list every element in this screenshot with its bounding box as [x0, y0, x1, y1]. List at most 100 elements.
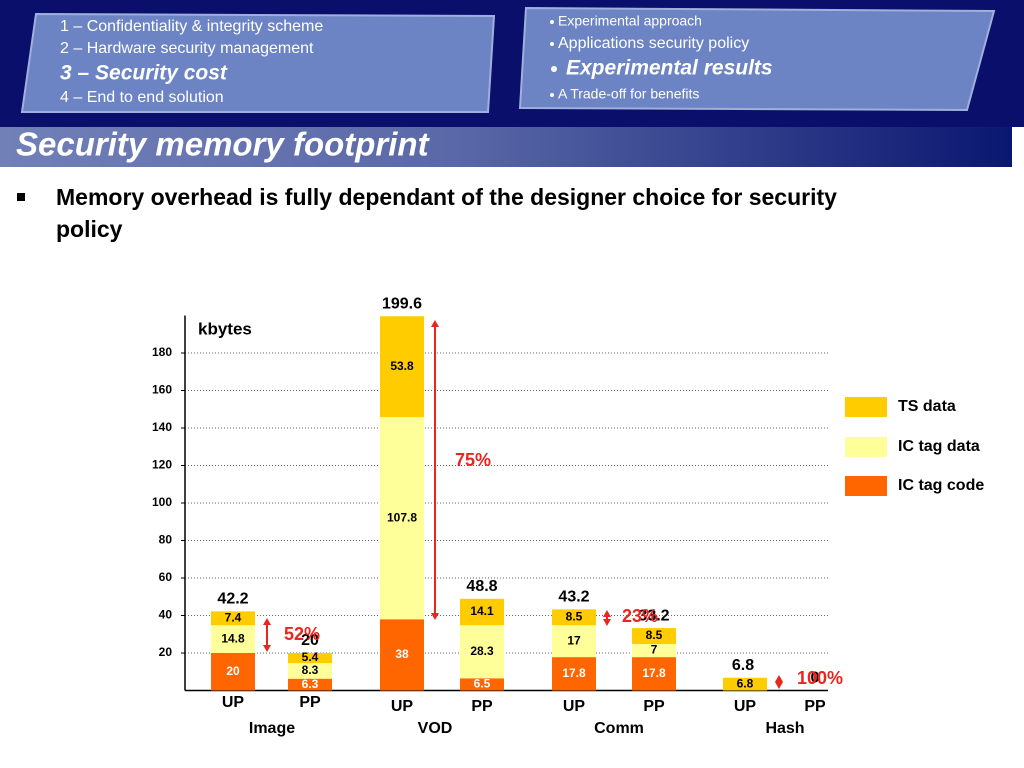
- bar-segment: [632, 644, 676, 658]
- y-tick-label: 180: [152, 345, 172, 359]
- bar-segment: [460, 625, 504, 679]
- slide-title: Security memory footprint: [16, 126, 431, 163]
- x-tick-label: PP: [299, 694, 321, 711]
- header-item: Experimental approach: [558, 13, 702, 29]
- data-label: 7: [651, 643, 658, 657]
- group-label: VOD: [418, 720, 453, 737]
- data-label: 28.3: [470, 644, 494, 658]
- y-tick-label: 80: [159, 533, 173, 547]
- data-label: 38: [395, 647, 409, 661]
- arrow-head: [431, 320, 439, 327]
- legend-label: IC tag code: [898, 477, 984, 494]
- y-tick-label: 140: [152, 420, 172, 434]
- bar-segment: [211, 653, 255, 691]
- bullet-dot: [551, 66, 557, 72]
- bar-segment: [552, 657, 596, 691]
- data-label: 6.3: [302, 677, 319, 691]
- total-label: 0: [811, 670, 820, 687]
- x-tick-label: UP: [391, 698, 414, 715]
- y-tick-label: 40: [159, 608, 173, 622]
- annotation: 52%: [284, 624, 320, 644]
- bar-segment: [632, 628, 676, 644]
- right-panel: [518, 6, 996, 112]
- group-label: Comm: [594, 720, 644, 737]
- bar-segment: [552, 609, 596, 626]
- total-label: 33.2: [638, 607, 669, 624]
- x-tick-label: UP: [563, 698, 586, 715]
- header-item: A Trade-off for benefits: [558, 86, 699, 102]
- total-label: 199.6: [382, 295, 422, 312]
- data-label: 20: [226, 664, 240, 678]
- header-item-active: 3 – Security cost: [60, 62, 228, 85]
- legend-swatch: [845, 397, 887, 417]
- group-label: Image: [249, 720, 295, 737]
- bar-segment: [723, 677, 767, 691]
- bar-segment: [288, 663, 332, 679]
- x-tick-label: PP: [471, 698, 493, 715]
- header-item: 4 – End to end solution: [60, 89, 224, 106]
- bar-segment: [632, 657, 676, 691]
- x-tick-label: PP: [804, 698, 826, 715]
- bullet-dot: [550, 20, 554, 24]
- data-label: 53.8: [390, 359, 414, 373]
- data-label: 8.5: [646, 628, 663, 642]
- y-tick-label: 20: [159, 645, 173, 659]
- bar-segment: [288, 653, 332, 664]
- data-label: 14.8: [221, 631, 245, 645]
- x-tick-label: UP: [222, 694, 245, 711]
- left-panel: [20, 12, 496, 113]
- total-label: 42.2: [217, 591, 248, 608]
- y-axis-label: kbytes: [198, 319, 252, 338]
- legend-label: TS data: [898, 398, 956, 415]
- data-label: 7.4: [225, 610, 242, 624]
- data-label: 17.8: [562, 666, 586, 680]
- data-label: 14.1: [470, 604, 494, 618]
- total-label: 48.8: [466, 578, 497, 595]
- arrow-head: [263, 618, 271, 625]
- bullet-square: [17, 193, 25, 201]
- bar-segment: [211, 625, 255, 653]
- annotation: 23%: [622, 606, 658, 626]
- bar-segment: [460, 598, 504, 626]
- data-label: 17.8: [642, 666, 666, 680]
- total-label: 43.2: [558, 589, 589, 606]
- data-label: 6.5: [474, 677, 491, 691]
- data-label: 6.8: [737, 676, 754, 690]
- arrow-head: [431, 613, 439, 620]
- arrow-head: [775, 682, 783, 689]
- y-tick-label: 120: [152, 458, 172, 472]
- bar-segment: [380, 417, 424, 620]
- x-tick-label: UP: [734, 698, 757, 715]
- data-label: 8.3: [302, 663, 319, 677]
- bar-segment: [380, 316, 424, 418]
- bar-segment: [380, 619, 424, 691]
- bar-segment: [288, 678, 332, 691]
- arrow-head: [263, 645, 271, 652]
- legend-swatch: [845, 437, 887, 457]
- total-label: 20: [301, 632, 319, 649]
- title-bar: [0, 127, 1012, 167]
- arrow-head: [775, 675, 783, 682]
- y-tick-label: 60: [159, 570, 173, 584]
- legend-swatch: [845, 476, 887, 496]
- y-tick-label: 160: [152, 383, 172, 397]
- group-label: Hash: [765, 720, 804, 737]
- bullet-dot: [550, 93, 554, 97]
- bar-segment: [552, 625, 596, 658]
- header-item: 2 – Hardware security management: [60, 40, 314, 57]
- bullet-dot: [550, 42, 554, 46]
- bullet-text: Memory overhead is fully dependant of th…: [56, 184, 837, 242]
- header-item: Applications security policy: [558, 35, 749, 52]
- bar-segment: [211, 611, 255, 626]
- arrow-head: [603, 619, 611, 626]
- data-label: 8.5: [566, 609, 583, 623]
- header-item: 1 – Confidentiality & integrity scheme: [60, 18, 323, 35]
- data-label: 107.8: [387, 510, 417, 524]
- total-label: 6.8: [732, 657, 754, 674]
- bar-segment: [460, 678, 504, 691]
- header-item-active: Experimental results: [566, 57, 773, 80]
- x-tick-label: PP: [643, 698, 665, 715]
- legend-label: IC tag data: [898, 438, 980, 455]
